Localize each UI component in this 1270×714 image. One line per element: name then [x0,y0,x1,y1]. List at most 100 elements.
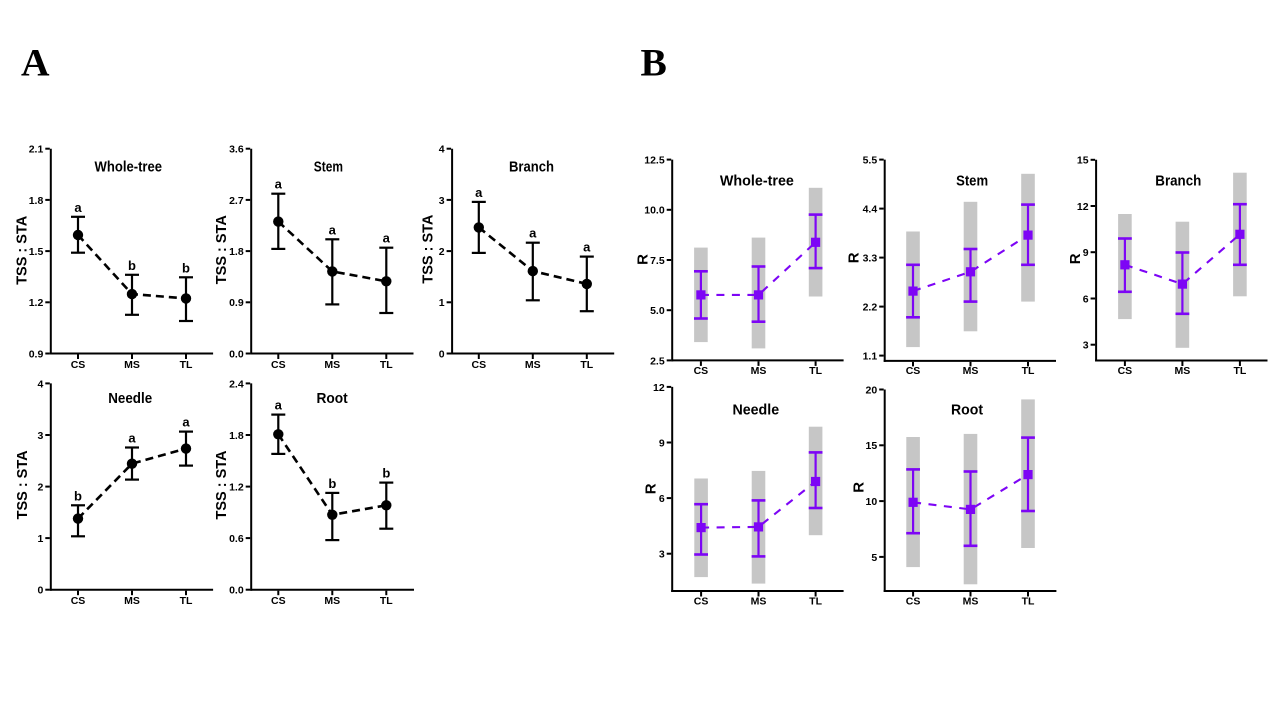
svg-text:1: 1 [439,297,445,309]
svg-text:CS: CS [694,595,709,607]
svg-text:5: 5 [871,552,877,564]
svg-text:a: a [128,431,136,446]
svg-text:Whole-tree: Whole-tree [95,159,163,175]
svg-text:MS: MS [963,595,979,607]
svg-text:a: a [529,226,537,241]
svg-text:15: 15 [1077,155,1089,167]
svg-text:Branch: Branch [509,159,554,175]
svg-text:2.7: 2.7 [229,195,244,207]
svg-text:Branch: Branch [1155,173,1201,190]
svg-text:0.0: 0.0 [229,348,244,360]
svg-text:Root: Root [951,402,983,419]
svg-text:TL: TL [1022,365,1035,377]
svg-text:TSS : STA: TSS : STA [15,450,31,520]
svg-text:3: 3 [439,195,445,207]
svg-text:9: 9 [659,437,665,449]
svg-text:4.4: 4.4 [863,204,878,216]
svg-text:B: B [641,41,667,85]
svg-text:MS: MS [1175,365,1191,377]
svg-text:2.2: 2.2 [863,302,878,314]
svg-text:2.1: 2.1 [29,144,44,156]
svg-text:a: a [583,240,591,255]
svg-text:a: a [383,231,391,246]
svg-text:a: a [475,185,483,200]
svg-text:10: 10 [866,496,878,508]
svg-text:R: R [851,482,868,493]
svg-text:CS: CS [1118,365,1133,377]
svg-text:7.5: 7.5 [650,255,665,267]
svg-text:Whole-tree: Whole-tree [720,173,794,190]
svg-text:1.1: 1.1 [863,351,878,363]
svg-text:2: 2 [37,481,43,493]
svg-text:CS: CS [271,595,286,607]
svg-text:b: b [74,488,82,503]
svg-text:MS: MS [324,359,340,371]
svg-text:1.5: 1.5 [29,246,44,258]
svg-text:TSS : STA: TSS : STA [15,215,31,285]
svg-text:a: a [275,398,283,413]
svg-text:MS: MS [525,359,541,371]
svg-text:MS: MS [124,595,140,607]
svg-text:Root: Root [317,391,348,407]
svg-text:TL: TL [809,365,822,377]
svg-text:4: 4 [37,378,43,390]
svg-text:MS: MS [751,365,767,377]
svg-text:6: 6 [1083,293,1089,305]
svg-text:TL: TL [180,595,193,607]
svg-text:1.2: 1.2 [229,481,244,493]
svg-text:MS: MS [324,595,340,607]
svg-text:1.8: 1.8 [29,195,44,207]
svg-text:R: R [845,252,862,263]
svg-text:5.0: 5.0 [650,305,665,317]
svg-text:12: 12 [1077,201,1089,213]
svg-text:TSS : STA: TSS : STA [214,215,230,285]
svg-text:0: 0 [37,585,43,597]
svg-text:b: b [328,476,336,491]
svg-text:b: b [382,466,390,481]
svg-text:TL: TL [380,595,393,607]
svg-text:TL: TL [1233,365,1246,377]
svg-text:Stem: Stem [956,173,988,190]
svg-text:0.9: 0.9 [29,348,44,360]
svg-text:1.8: 1.8 [229,246,244,258]
svg-text:CS: CS [694,365,709,377]
svg-text:3: 3 [1083,340,1089,352]
svg-text:5.5: 5.5 [863,155,878,167]
svg-text:3.3: 3.3 [863,253,878,265]
svg-text:10.0: 10.0 [644,205,665,217]
svg-text:A: A [21,41,50,85]
svg-text:a: a [275,177,283,192]
svg-text:1.2: 1.2 [29,297,44,309]
svg-text:R: R [642,483,659,494]
svg-text:TL: TL [380,359,393,371]
svg-text:0.0: 0.0 [229,585,244,597]
svg-text:CS: CS [71,595,86,607]
svg-text:20: 20 [866,384,878,396]
svg-text:3: 3 [37,430,43,442]
svg-text:CS: CS [906,595,921,607]
svg-text:2: 2 [439,246,445,258]
svg-text:MS: MS [963,365,979,377]
svg-text:1.8: 1.8 [229,430,244,442]
svg-text:a: a [182,415,190,430]
svg-text:CS: CS [906,365,921,377]
svg-text:TL: TL [1022,595,1035,607]
svg-text:R: R [635,254,652,265]
svg-text:a: a [74,200,82,215]
svg-text:MS: MS [124,359,140,371]
svg-text:CS: CS [271,359,286,371]
svg-text:3.6: 3.6 [229,144,244,156]
svg-text:2.4: 2.4 [229,378,244,390]
svg-text:9: 9 [1083,247,1089,259]
svg-text:b: b [128,258,136,273]
svg-text:3: 3 [659,549,665,561]
svg-text:TL: TL [809,595,822,607]
svg-text:4: 4 [439,144,445,156]
svg-text:TL: TL [180,359,193,371]
svg-text:12.5: 12.5 [644,155,665,167]
svg-text:CS: CS [472,359,487,371]
svg-text:0: 0 [439,348,445,360]
svg-text:Stem: Stem [314,159,343,175]
svg-text:TSS : STA: TSS : STA [214,450,230,520]
svg-text:15: 15 [866,440,878,452]
